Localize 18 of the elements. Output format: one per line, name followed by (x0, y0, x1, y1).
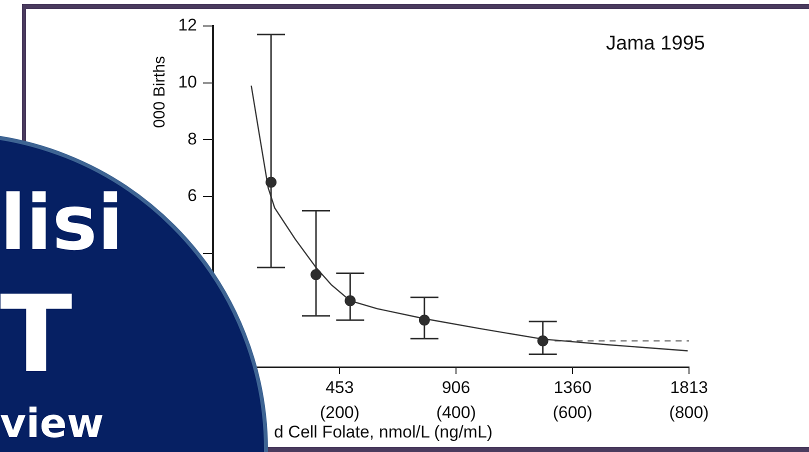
y-tick-label: 8 (188, 129, 197, 148)
chart-title: Jama 1995 (606, 32, 705, 55)
y-tick-label: 6 (188, 186, 197, 206)
x2-tick-label: (600) (552, 402, 592, 422)
x2-tick-label: (400) (436, 402, 476, 422)
x-tick-label: 906 (442, 378, 470, 397)
y-tick-label: 12 (178, 16, 197, 35)
x-tick-label: 1813 (670, 378, 708, 397)
x-tick-label: 453 (325, 378, 354, 397)
y-axis-title: 000 Births (151, 56, 168, 128)
x2-tick-label: (800) (669, 402, 709, 422)
x-axis-title: d Cell Folate, nmol/L (ng/mL) (274, 422, 493, 442)
y-tick-label: 10 (178, 72, 197, 92)
text: lisi (0, 178, 124, 267)
text: T (0, 273, 72, 396)
x2-tick-label: (200) (320, 402, 360, 422)
x-tick-label: 1360 (554, 378, 592, 397)
text: view (0, 401, 104, 447)
